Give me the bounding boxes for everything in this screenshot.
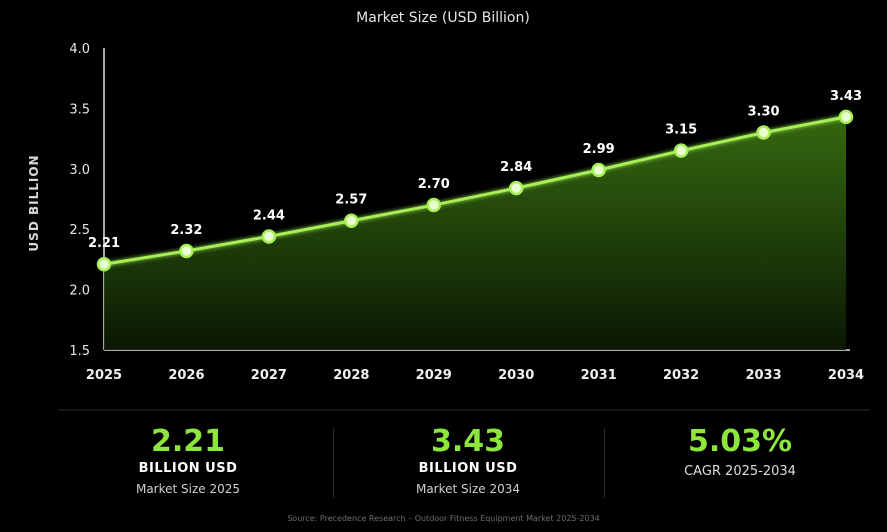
stat-cagr: 5.03% CAGR 2025-2034 <box>610 412 870 482</box>
data-point <box>673 143 689 158</box>
data-point <box>838 109 854 125</box>
data-point <box>508 180 524 196</box>
x-tick-label: 2027 <box>251 368 287 383</box>
source-note: Source: Precedence Research – Outdoor Fi… <box>287 514 600 523</box>
x-tick-label: 2032 <box>663 368 699 383</box>
x-tick-label: 2033 <box>745 368 781 383</box>
x-tick-label: 2030 <box>498 368 534 383</box>
data-label: 2.70 <box>418 177 450 192</box>
data-point <box>344 213 359 228</box>
data-label: 2.99 <box>583 142 615 157</box>
area-fill <box>104 116 846 350</box>
data-label: 3.30 <box>748 105 780 120</box>
data-label: 2.32 <box>170 223 202 238</box>
stat-value: 2.21 <box>150 424 226 459</box>
data-point <box>426 197 442 213</box>
plot-area: 1.5 2.0 2.5 3.0 3.5 4.0 2025 2026 2027 2028 2029 20… <box>69 42 864 383</box>
stat-label: CAGR 2025-2034 <box>684 464 796 479</box>
stat-value: 3.43 <box>430 424 506 459</box>
stat-divider <box>333 428 334 498</box>
x-tick-label: 2028 <box>333 368 369 383</box>
x-tick-label: 2031 <box>581 368 617 383</box>
y-tick-label: 2.5 <box>69 223 90 238</box>
stat-unit: BILLION USD <box>138 461 238 476</box>
y-tick-label: 1.5 <box>69 344 90 359</box>
data-label: 2.44 <box>253 208 285 223</box>
stats-panel: 2.21 BILLION USD Market Size 2025 3.43 B… <box>58 412 870 510</box>
y-tick-label: 3.5 <box>69 102 90 117</box>
stat-unit: BILLION USD <box>418 461 518 476</box>
y-tick-label: 4.0 <box>69 42 90 57</box>
y-tick-label: 3.0 <box>69 163 90 178</box>
data-label: 2.21 <box>88 236 120 251</box>
data-label: 2.84 <box>500 160 532 175</box>
x-tick-label: 2026 <box>168 368 204 383</box>
y-tick-label: 2.0 <box>69 284 90 299</box>
data-label: 3.15 <box>665 123 697 138</box>
stat-value: 5.03% <box>687 424 793 459</box>
x-tick-label: 2029 <box>416 368 452 383</box>
chart-title: Market Size (USD Billion) <box>356 10 530 26</box>
stat-label: Market Size 2025 <box>135 482 241 496</box>
stat-market-size-2034: 3.43 BILLION USD Market Size 2034 <box>338 412 598 500</box>
data-point <box>261 229 277 244</box>
data-point <box>96 256 112 272</box>
series-line <box>103 115 847 266</box>
data-point <box>591 162 606 178</box>
stat-divider <box>604 428 605 498</box>
stat-label: Market Size 2034 <box>415 482 521 496</box>
x-tick-label: 2034 <box>828 368 864 383</box>
y-axis-label: USD BILLION <box>27 154 41 251</box>
data-label: 3.43 <box>830 89 862 104</box>
x-tick-label: 2025 <box>86 368 122 383</box>
data-point <box>179 243 194 259</box>
data-point <box>756 125 771 140</box>
stat-market-size-2025: 2.21 BILLION USD Market Size 2025 <box>58 412 318 500</box>
data-label: 2.57 <box>335 193 367 208</box>
